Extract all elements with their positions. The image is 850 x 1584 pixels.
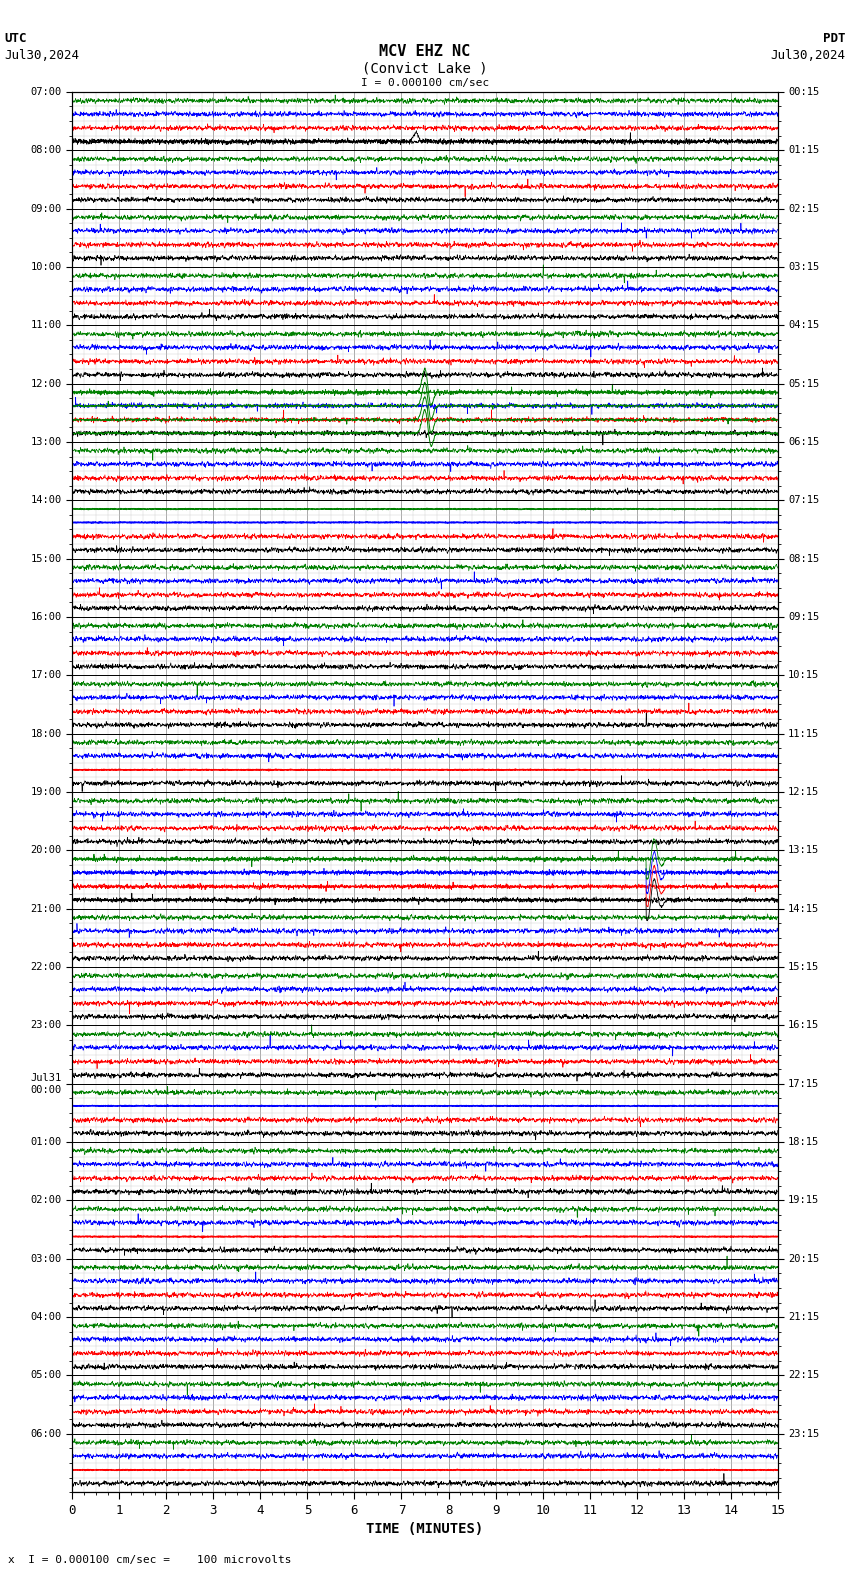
Text: MCV EHZ NC: MCV EHZ NC — [379, 44, 471, 59]
X-axis label: TIME (MINUTES): TIME (MINUTES) — [366, 1522, 484, 1536]
Text: Jul30,2024: Jul30,2024 — [4, 49, 79, 62]
Text: PDT: PDT — [824, 32, 846, 44]
Text: Jul30,2024: Jul30,2024 — [771, 49, 846, 62]
Text: UTC: UTC — [4, 32, 26, 44]
Text: I = 0.000100 cm/sec: I = 0.000100 cm/sec — [361, 78, 489, 87]
Text: x  I = 0.000100 cm/sec =    100 microvolts: x I = 0.000100 cm/sec = 100 microvolts — [8, 1555, 292, 1565]
Text: (Convict Lake ): (Convict Lake ) — [362, 62, 488, 76]
